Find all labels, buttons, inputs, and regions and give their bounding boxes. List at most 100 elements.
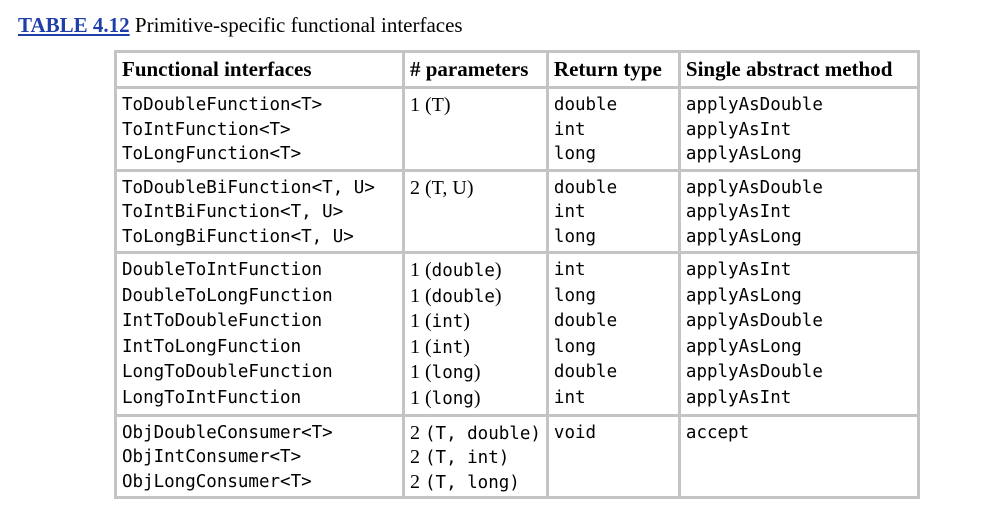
interface-name: ToDoubleFunction<T> — [122, 95, 323, 115]
parameter-close: ) — [473, 386, 481, 409]
interface-name: ToIntBiFunction<T, U> — [122, 202, 344, 222]
method-name: applyAsLong — [685, 336, 802, 357]
method-cell: applyAsDouble applyAsInt applyAsLong — [677, 168, 920, 254]
return-type: void — [553, 422, 597, 443]
table-row: ObjDoubleConsumer<T> ObjIntConsumer<T> Obj… — [114, 413, 920, 500]
table-row: DoubleToIntFunction DoubleToLongFunction I… — [114, 251, 920, 417]
interfaces-cell: ToDoubleBiFunction<T, U> ToIntBiFunction<… — [114, 168, 405, 254]
parameters-cell: 1 (double) 1 (double) 1 (int) 1 (int) 1 (lon… — [402, 251, 549, 417]
parameter-types: int — [431, 337, 464, 358]
method-name: applyAsDouble — [685, 95, 823, 115]
return-type: long — [553, 285, 597, 306]
parameter-count: 1 ( — [410, 361, 432, 384]
method-name: applyAsDouble — [685, 311, 823, 332]
parameter-count: 2 (T, U) — [410, 176, 474, 199]
header-parameters: # parameters — [402, 50, 549, 89]
method-name: accept — [685, 422, 750, 443]
return-type: double — [553, 177, 618, 198]
interface-name: LongToIntFunction — [122, 387, 302, 408]
method-name: applyAsInt — [685, 387, 792, 408]
parameter-count: 1 ( — [410, 386, 432, 409]
parameter-close: ) — [494, 259, 502, 281]
interfaces-cell: ObjDoubleConsumer<T> ObjIntConsumer<T> Obj… — [114, 413, 405, 500]
interfaces-cell: ToDoubleFunction<T> ToIntFunction<T> ToLon… — [114, 86, 405, 172]
parameter-count: 1 ( — [410, 335, 432, 358]
parameter-count: 2 — [410, 446, 425, 469]
parameter-types: double — [431, 261, 495, 281]
return-type: double — [553, 95, 618, 115]
method-name: applyAsInt — [685, 119, 792, 140]
parameter-types: (T, int) — [425, 448, 510, 469]
table-row: ToDoubleFunction<T> ToIntFunction<T> ToLon… — [114, 86, 920, 172]
return-type-cell: int long double long double int — [545, 251, 681, 417]
parameter-count: 1 ( — [410, 284, 432, 307]
interface-name: ObjDoubleConsumer<T> — [122, 422, 333, 443]
parameter-close: ) — [463, 310, 470, 333]
return-type: int — [553, 260, 586, 280]
interface-name: IntToLongFunction — [122, 336, 302, 357]
header-functional-interfaces: Functional interfaces — [114, 50, 405, 89]
method-cell: applyAsInt applyAsLong applyAsDouble applyA… — [677, 251, 920, 417]
table-label-link[interactable]: TABLE 4.12 — [18, 13, 130, 37]
parameter-types: long — [431, 388, 474, 409]
method-name: applyAsInt — [685, 260, 792, 280]
parameter-types: (T, long) — [425, 472, 520, 493]
return-type: double — [553, 362, 618, 383]
parameter-close: ) — [494, 284, 502, 307]
parameter-count: 2 — [410, 421, 425, 444]
table-body: ToDoubleFunction<T> ToIntFunction<T> ToLon… — [114, 86, 920, 500]
interface-name: LongToDoubleFunction — [122, 362, 333, 383]
parameter-count: 2 — [410, 470, 425, 493]
return-type-cell: double int long — [545, 86, 681, 172]
interface-name: ToIntFunction<T> — [122, 119, 291, 140]
interface-name: DoubleToLongFunction — [122, 285, 333, 306]
method-name: applyAsDouble — [685, 362, 823, 383]
method-name: applyAsLong — [685, 144, 802, 164]
interface-name: DoubleToIntFunction — [122, 260, 323, 280]
parameter-types: long — [431, 363, 474, 384]
parameters-cell: 1 (T) — [402, 86, 549, 172]
method-name: applyAsInt — [685, 202, 792, 222]
return-type: long — [553, 336, 597, 357]
parameter-entry: 1 (long) — [410, 386, 541, 412]
return-type: double — [553, 311, 618, 332]
table-header-row: Functional interfaces # parameters Retur… — [114, 50, 920, 89]
table-caption-text: Primitive-specific functional interfaces — [129, 13, 463, 37]
return-type-cell: double int long — [545, 168, 681, 254]
parameter-close: ) — [473, 361, 481, 384]
parameter-entry: 1 (double) — [410, 284, 541, 310]
parameters-cell: 2 (T, U) — [402, 168, 549, 254]
interface-name: IntToDoubleFunction — [122, 311, 323, 332]
table-row: ToDoubleBiFunction<T, U> ToIntBiFunction<… — [114, 168, 920, 254]
return-type: int — [553, 119, 586, 140]
method-name: applyAsLong — [685, 226, 802, 247]
interface-name: ToDoubleBiFunction<T, U> — [122, 177, 375, 198]
parameter-entry: 2 (T, long) — [410, 470, 541, 495]
parameter-entry: 2 (T, U) — [410, 176, 541, 201]
return-type: long — [553, 226, 597, 247]
parameter-entry: 1 (long) — [410, 360, 541, 386]
interface-name: ToLongBiFunction<T, U> — [122, 226, 354, 247]
method-name: applyAsLong — [685, 285, 802, 306]
parameter-entry: 1 (double) — [410, 258, 541, 284]
interface-name: ObjIntConsumer<T> — [122, 447, 302, 468]
parameter-types: int — [431, 312, 464, 333]
parameter-count: 1 ( — [410, 310, 432, 333]
header-single-abstract-method: Single abstract method — [677, 50, 920, 89]
parameter-close: ) — [463, 335, 470, 358]
method-cell: applyAsDouble applyAsInt applyAsLong — [677, 86, 920, 172]
interface-name: ToLongFunction<T> — [122, 144, 302, 164]
parameter-types: double — [431, 286, 495, 307]
table-caption: TABLE 4.12 Primitive-specific functional… — [18, 11, 463, 39]
parameter-entry: 2 (T, double) — [410, 421, 541, 446]
functional-interfaces-table: Functional interfaces # parameters Retur… — [114, 50, 920, 500]
parameter-types: (T, double) — [425, 423, 541, 444]
interface-name: ObjLongConsumer<T> — [122, 471, 312, 492]
method-cell: accept — [677, 413, 920, 500]
return-type: long — [553, 144, 597, 164]
interfaces-cell: DoubleToIntFunction DoubleToLongFunction I… — [114, 251, 405, 417]
parameter-count: 1 ( — [410, 259, 432, 281]
parameter-count: 1 (T) — [410, 94, 451, 116]
method-name: applyAsDouble — [685, 177, 823, 198]
parameter-entry: 1 (int) — [410, 335, 541, 361]
